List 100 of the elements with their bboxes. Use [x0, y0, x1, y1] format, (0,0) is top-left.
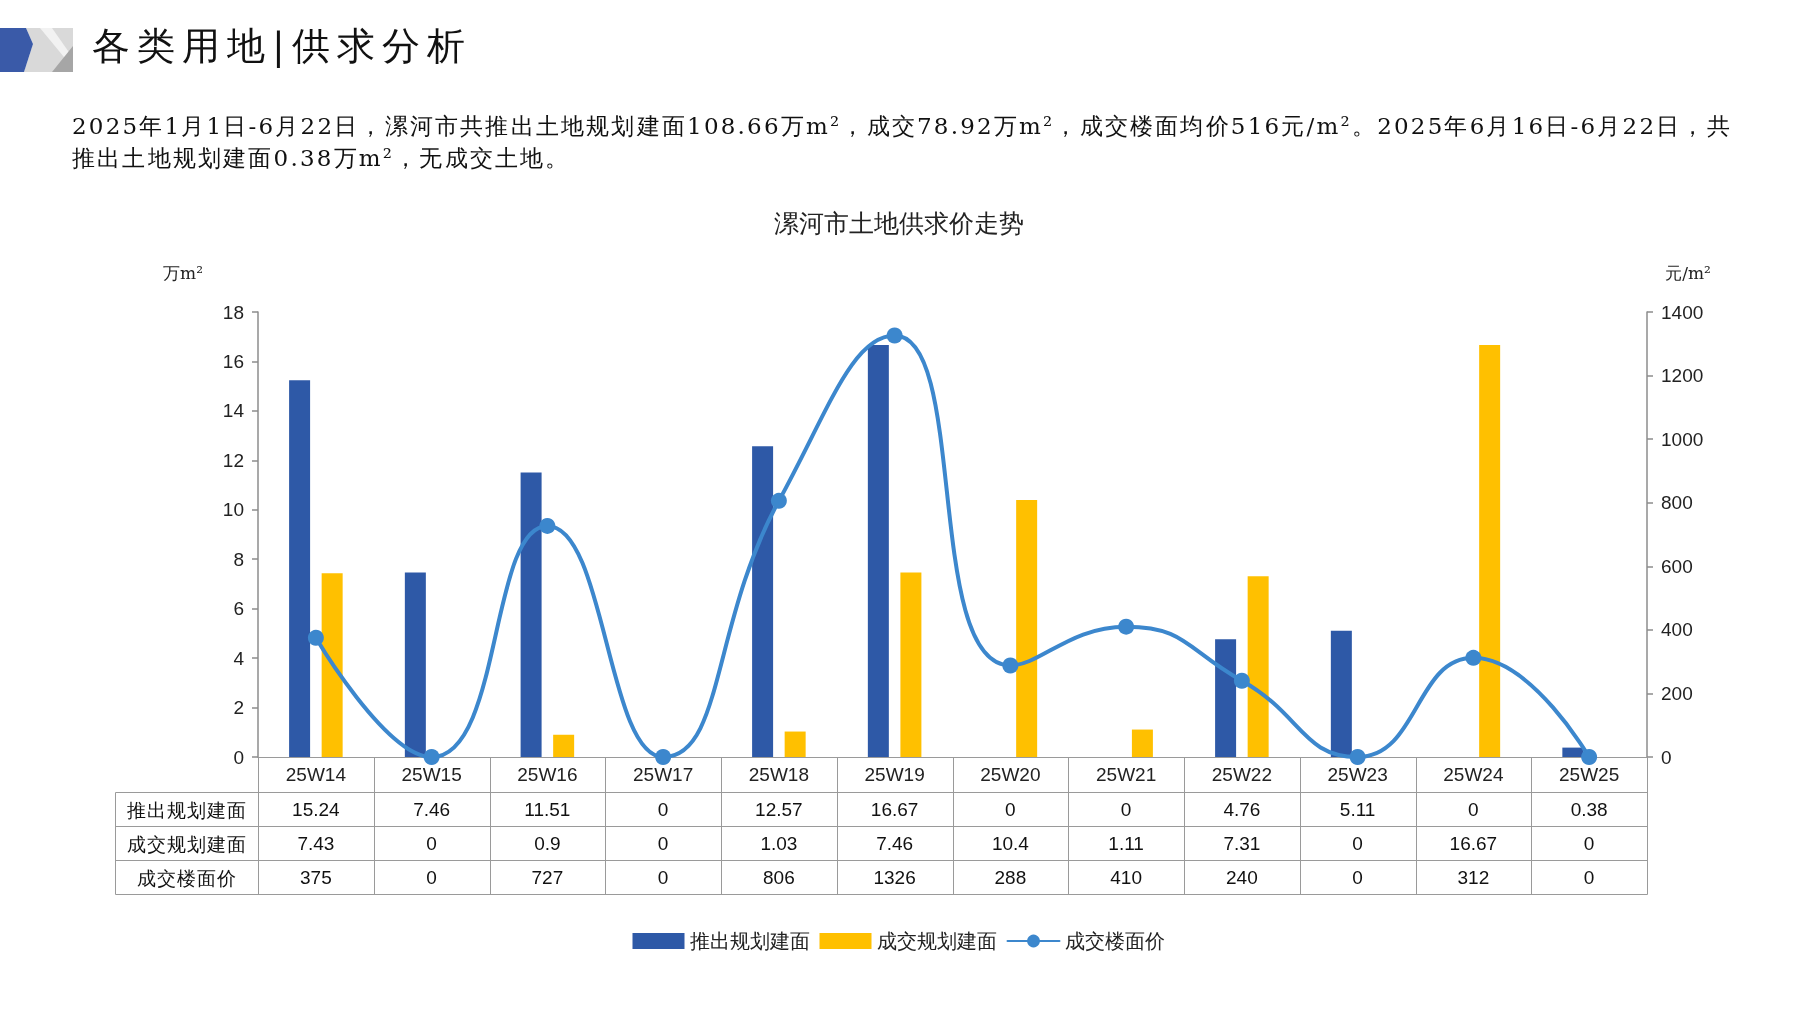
bar [1562, 747, 1584, 757]
text: 成交规划建面 [126, 832, 247, 855]
point [1349, 749, 1366, 765]
bar [1247, 576, 1269, 757]
legend-label: 推出规划建面 [689, 929, 810, 953]
data-label: 375 [300, 866, 332, 889]
point [1465, 649, 1482, 666]
y-tick-label: 14 [222, 400, 245, 422]
bar [404, 572, 426, 757]
point [655, 749, 672, 765]
y2-tick-label: 1000 [1661, 428, 1704, 450]
x-tick-label: 25W22 [1211, 764, 1272, 785]
x-tick-label: 25W16 [517, 764, 578, 785]
data-label: 12.57 [755, 798, 803, 821]
data-label: 0 [1468, 798, 1479, 821]
data-label: 11.51 [524, 798, 571, 821]
point [1233, 672, 1250, 689]
y2-tick-label: 1200 [1661, 365, 1704, 387]
legend-label: 成交楼面价 [1064, 929, 1165, 953]
data-label: 7.46 [876, 832, 914, 855]
x-tick-label: 25W17 [633, 764, 694, 785]
data-label: 410 [1110, 866, 1142, 889]
y-tick-label: 16 [222, 350, 244, 372]
chart-title: 漯河市土地供求价走势 [773, 209, 1024, 238]
data-label: 0 [1005, 798, 1016, 821]
point [423, 749, 440, 765]
y-tick-label: 12 [222, 449, 244, 471]
data-label: 16.67 [870, 798, 919, 821]
x-tick-label: 25W24 [1443, 764, 1504, 785]
data-label: 7.43 [297, 832, 335, 855]
data-label: 288 [994, 866, 1027, 889]
y-tick-label: 18 [222, 301, 244, 323]
x-tick-label: 25W25 [1559, 764, 1620, 785]
data-label: 7.46 [413, 798, 451, 821]
data-label: 0 [657, 866, 669, 889]
x-tick-label: 25W14 [285, 764, 347, 785]
y-tick-label: 10 [222, 499, 244, 521]
data-label: 1.11 [1108, 832, 1144, 855]
y-tick-label: 2 [233, 697, 244, 719]
point [1581, 749, 1598, 765]
x-tick-label: 25W21 [1096, 764, 1157, 785]
bar [1016, 499, 1038, 757]
y-axis-title: 万m² [163, 263, 203, 283]
data-label: 0 [657, 798, 669, 821]
y2-axis-title: 元/m² [1665, 263, 1711, 283]
data-label: 0 [1583, 832, 1595, 855]
bar [752, 446, 774, 757]
point [770, 492, 787, 509]
data-label: 0 [1352, 866, 1363, 889]
bar [1479, 344, 1501, 757]
y2-tick-label: 1400 [1661, 301, 1704, 323]
x-tick-label: 25W15 [401, 764, 462, 785]
text: 各类用地|供求分析 [92, 23, 472, 70]
point [307, 629, 324, 646]
y-tick-label: 8 [233, 548, 244, 570]
data-label: 4.76 [1223, 798, 1261, 821]
data-label: 0 [1583, 866, 1595, 889]
x-tick-label: 25W23 [1327, 764, 1388, 785]
y2-tick-label: 0 [1661, 746, 1672, 768]
data-label: 0.9 [534, 832, 561, 855]
data-label: 240 [1226, 866, 1258, 889]
x-tick-label: 25W18 [748, 764, 809, 785]
x-tick-label: 25W20 [980, 764, 1041, 785]
data-label: 0.38 [1570, 798, 1608, 821]
data-label: 0 [657, 832, 669, 855]
text: 2025年1月1日-6月22日，漯河市共推出土地规划建面108.66万m²，成交78.92万m²，成交楼面均价516元/m²。2025年6月16日-6月22日，共推出土地规划建面0.38万m²，无成交土地。 [72, 112, 1733, 173]
data-label: 0 [1352, 832, 1363, 855]
y-tick-label: 0 [233, 746, 244, 768]
point [886, 327, 903, 344]
y2-tick-label: 200 [1661, 682, 1693, 704]
bar [520, 472, 542, 757]
bar [553, 734, 575, 757]
y-tick-label: 6 [233, 598, 244, 620]
data-label: 0 [426, 866, 437, 889]
data-label: 312 [1457, 866, 1490, 889]
data-label: 7.31 [1223, 832, 1261, 855]
data-label: 15.24 [292, 798, 340, 821]
data-label: 806 [763, 866, 795, 889]
bar [900, 572, 922, 757]
bar [1131, 729, 1153, 757]
data-label: 1326 [873, 866, 916, 889]
y2-tick-label: 400 [1661, 619, 1693, 641]
bar [321, 573, 343, 757]
point [539, 517, 556, 534]
bar [867, 344, 889, 757]
point [1118, 618, 1135, 635]
data-label: 16.67 [1449, 832, 1498, 855]
legend-label: 成交规划建面 [876, 929, 997, 953]
text: 成交楼面价 [136, 866, 237, 889]
bar [289, 380, 311, 757]
bar [1330, 630, 1352, 757]
y-tick-label: 4 [233, 647, 245, 669]
x-tick-label: 25W19 [864, 764, 925, 785]
bar [1215, 639, 1237, 757]
data-label: 1.03 [760, 832, 798, 855]
data-label: 0 [426, 832, 437, 855]
y2-tick-label: 600 [1661, 555, 1693, 577]
y2-tick-label: 800 [1661, 492, 1693, 514]
bar [784, 731, 806, 757]
data-label: 0 [1120, 798, 1132, 821]
